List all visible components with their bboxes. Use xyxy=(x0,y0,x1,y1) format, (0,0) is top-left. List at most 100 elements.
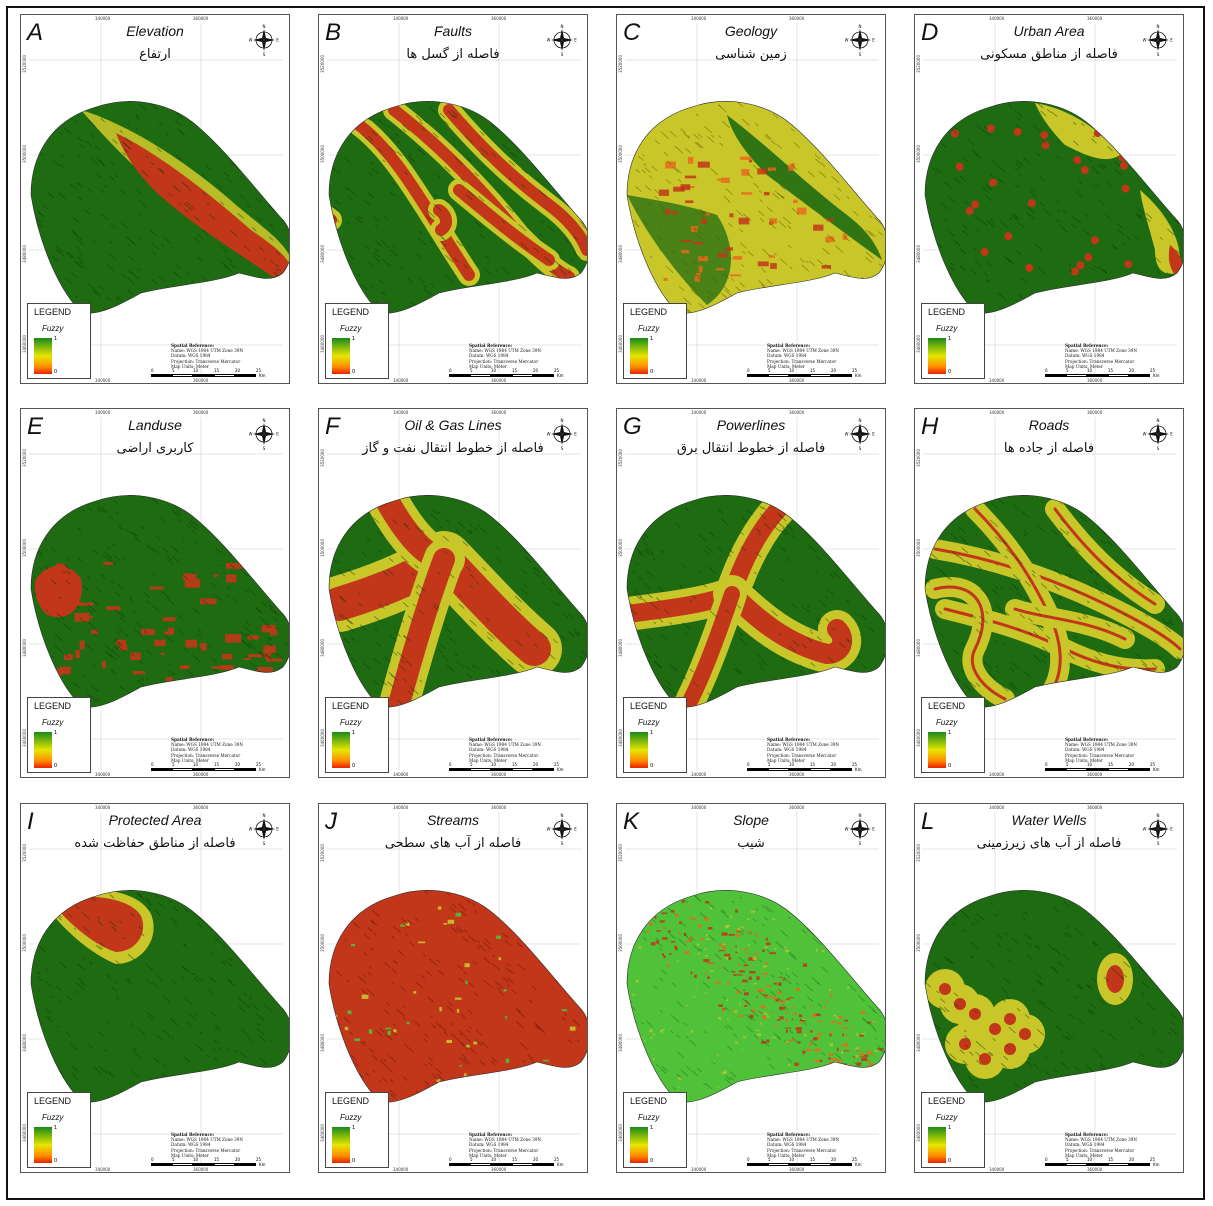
map-panel-j: J Streams فاصله از آب های سطحی N S W E 3… xyxy=(318,803,588,1173)
suitability-raster xyxy=(31,495,289,708)
legend-subtitle: Fuzzy xyxy=(638,324,660,333)
scale-tick-label: 20 xyxy=(831,762,837,767)
panel-title-fa: فاصله از خطوط انتقال نفت و گاز xyxy=(362,441,544,456)
legend: LEGEND Fuzzy 1 0 xyxy=(921,303,985,379)
legend-low-label: 0 xyxy=(948,369,952,375)
map-panel-d: D Urban Area فاصله از مناطق مسکونی N S W… xyxy=(914,14,1184,384)
legend-title: LEGEND xyxy=(928,307,966,317)
y-tick-label: 3520000 xyxy=(22,844,27,862)
scale-tick-label: 15 xyxy=(810,1157,816,1162)
spatial-ref-datum: Datum: WGS 1984 xyxy=(1065,747,1105,753)
svg-text:S: S xyxy=(1157,52,1160,57)
scale-tick-label: 0 xyxy=(151,762,154,767)
scale-segment xyxy=(747,374,768,377)
scale-segment xyxy=(831,1163,852,1166)
scale-tick-label: 10 xyxy=(193,368,199,373)
scale-bar: 0 5 10 15 20 25 Km xyxy=(747,368,879,380)
scale-tick-label: 10 xyxy=(1087,368,1093,373)
legend-subtitle: Fuzzy xyxy=(340,324,362,333)
scale-segment xyxy=(512,768,533,771)
scale-unit: Km xyxy=(259,373,266,378)
scale-segment xyxy=(831,768,852,771)
legend: LEGEND Fuzzy 1 0 xyxy=(325,697,389,773)
legend-subtitle: Fuzzy xyxy=(936,1113,958,1122)
scale-tick-label: 10 xyxy=(789,368,795,373)
x-tick-label: 360000 xyxy=(1087,410,1103,415)
spatial-ref-units: Map Units: Meter xyxy=(767,1152,805,1158)
spatial-ref-units: Map Units: Meter xyxy=(1065,1152,1103,1158)
scale-segment xyxy=(1129,1163,1150,1166)
scale-segment xyxy=(831,374,852,377)
scale-tick-label: 15 xyxy=(214,1157,220,1162)
x-tick-label: 340000 xyxy=(393,772,409,777)
svg-text:S: S xyxy=(263,841,266,846)
spatial-ref-datum: Datum: WGS 1984 xyxy=(767,353,807,359)
scale-unit: Km xyxy=(855,767,862,772)
scale-labels: 0 5 10 15 20 25 Km xyxy=(449,368,581,378)
spatial-ref-datum: Datum: WGS 1984 xyxy=(767,1142,807,1148)
svg-text:W: W xyxy=(1143,38,1147,43)
scale-tick-label: 10 xyxy=(491,1157,497,1162)
map-panel-l: L Water Wells فاصله از آب های زیرزمینی N… xyxy=(914,803,1184,1173)
map-canvas xyxy=(327,812,587,1166)
scale-tick-label: 5 xyxy=(768,1157,771,1162)
scale-segment xyxy=(235,768,256,771)
scale-tick-label: 0 xyxy=(747,368,750,373)
scale-tick-label: 5 xyxy=(470,368,473,373)
x-tick-label: 340000 xyxy=(393,16,409,21)
scale-tick-label: 15 xyxy=(214,368,220,373)
x-tick-label: 360000 xyxy=(789,410,805,415)
svg-text:S: S xyxy=(859,52,862,57)
legend-low-label: 0 xyxy=(650,369,654,375)
legend: LEGEND Fuzzy 1 0 xyxy=(921,1092,985,1168)
legend: LEGEND Fuzzy 1 0 xyxy=(325,303,389,379)
scale-tick-label: 25 xyxy=(256,762,262,767)
scale-segment xyxy=(789,1163,810,1166)
north-arrow-icon: N S W E xyxy=(845,418,875,451)
legend: LEGEND Fuzzy 1 0 xyxy=(325,1092,389,1168)
scale-unit: Km xyxy=(557,373,564,378)
scale-segment xyxy=(193,1163,214,1166)
map-panel-f: F Oil & Gas Lines فاصله از خطوط انتقال ن… xyxy=(318,408,588,778)
svg-text:S: S xyxy=(263,446,266,451)
svg-text:W: W xyxy=(1143,827,1147,832)
scale-tick-label: 0 xyxy=(747,762,750,767)
x-tick-label: 340000 xyxy=(393,410,409,415)
scale-tick-label: 5 xyxy=(470,1157,473,1162)
north-arrow-icon: N S W E xyxy=(249,418,279,451)
panel-letter: F xyxy=(325,413,340,440)
legend-subtitle: Fuzzy xyxy=(638,718,660,727)
scale-tick-label: 20 xyxy=(831,368,837,373)
north-arrow-icon: N S W E xyxy=(1143,418,1173,451)
x-tick-label: 360000 xyxy=(1087,1167,1103,1172)
scale-tick-label: 25 xyxy=(256,368,262,373)
legend-high-label: 1 xyxy=(352,730,356,736)
scale-tick-label: 5 xyxy=(172,368,175,373)
scale-tick-label: 15 xyxy=(810,762,816,767)
scale-segment xyxy=(1087,1163,1108,1166)
scale-labels: 0 5 10 15 20 25 Km xyxy=(151,762,283,772)
scale-labels: 0 5 10 15 20 25 Km xyxy=(449,1157,581,1167)
map-panel-e: E Landuse کاربری اراضی N S W E 340000 36… xyxy=(20,408,290,778)
spatial-ref-units: Map Units: Meter xyxy=(171,757,209,763)
svg-text:S: S xyxy=(1157,841,1160,846)
x-tick-label: 360000 xyxy=(193,805,209,810)
x-tick-label: 340000 xyxy=(95,772,111,777)
spatial-reference: Spatial Reference: Name: WGS 1984 UTM Zo… xyxy=(1065,343,1175,369)
legend-title: LEGEND xyxy=(34,307,72,317)
x-tick-label: 360000 xyxy=(491,16,507,21)
y-tick-label: 3480000 xyxy=(22,639,27,657)
scale-segment xyxy=(810,768,831,771)
scale-tick-label: 0 xyxy=(151,1157,154,1162)
svg-text:E: E xyxy=(1170,432,1173,437)
svg-text:E: E xyxy=(1170,38,1173,43)
panel-letter: D xyxy=(921,19,939,46)
svg-text:N: N xyxy=(1157,418,1160,423)
scale-tick-label: 10 xyxy=(1087,762,1093,767)
spatial-ref-name: Name: WGS 1984 UTM Zone 39N xyxy=(1065,742,1138,748)
figure-frame xyxy=(6,6,1205,1200)
svg-text:E: E xyxy=(276,432,279,437)
x-tick-label: 340000 xyxy=(691,772,707,777)
spatial-ref-projection: Projection: Transverse Mercator xyxy=(469,1147,539,1153)
scale-segment xyxy=(1066,374,1087,377)
